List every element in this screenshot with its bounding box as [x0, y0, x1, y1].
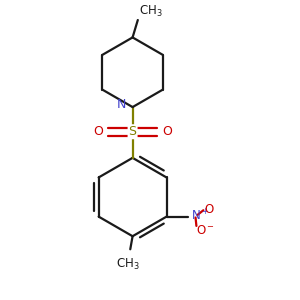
- Text: N: N: [117, 98, 126, 111]
- Text: CH$_3$: CH$_3$: [139, 4, 163, 19]
- Text: O: O: [204, 203, 214, 216]
- Text: S: S: [129, 125, 136, 138]
- Text: O$^-$: O$^-$: [196, 224, 214, 237]
- Text: O: O: [163, 125, 172, 138]
- Text: CH$_3$: CH$_3$: [116, 256, 139, 272]
- Text: N$^+$: N$^+$: [190, 208, 209, 224]
- Text: O: O: [93, 125, 103, 138]
